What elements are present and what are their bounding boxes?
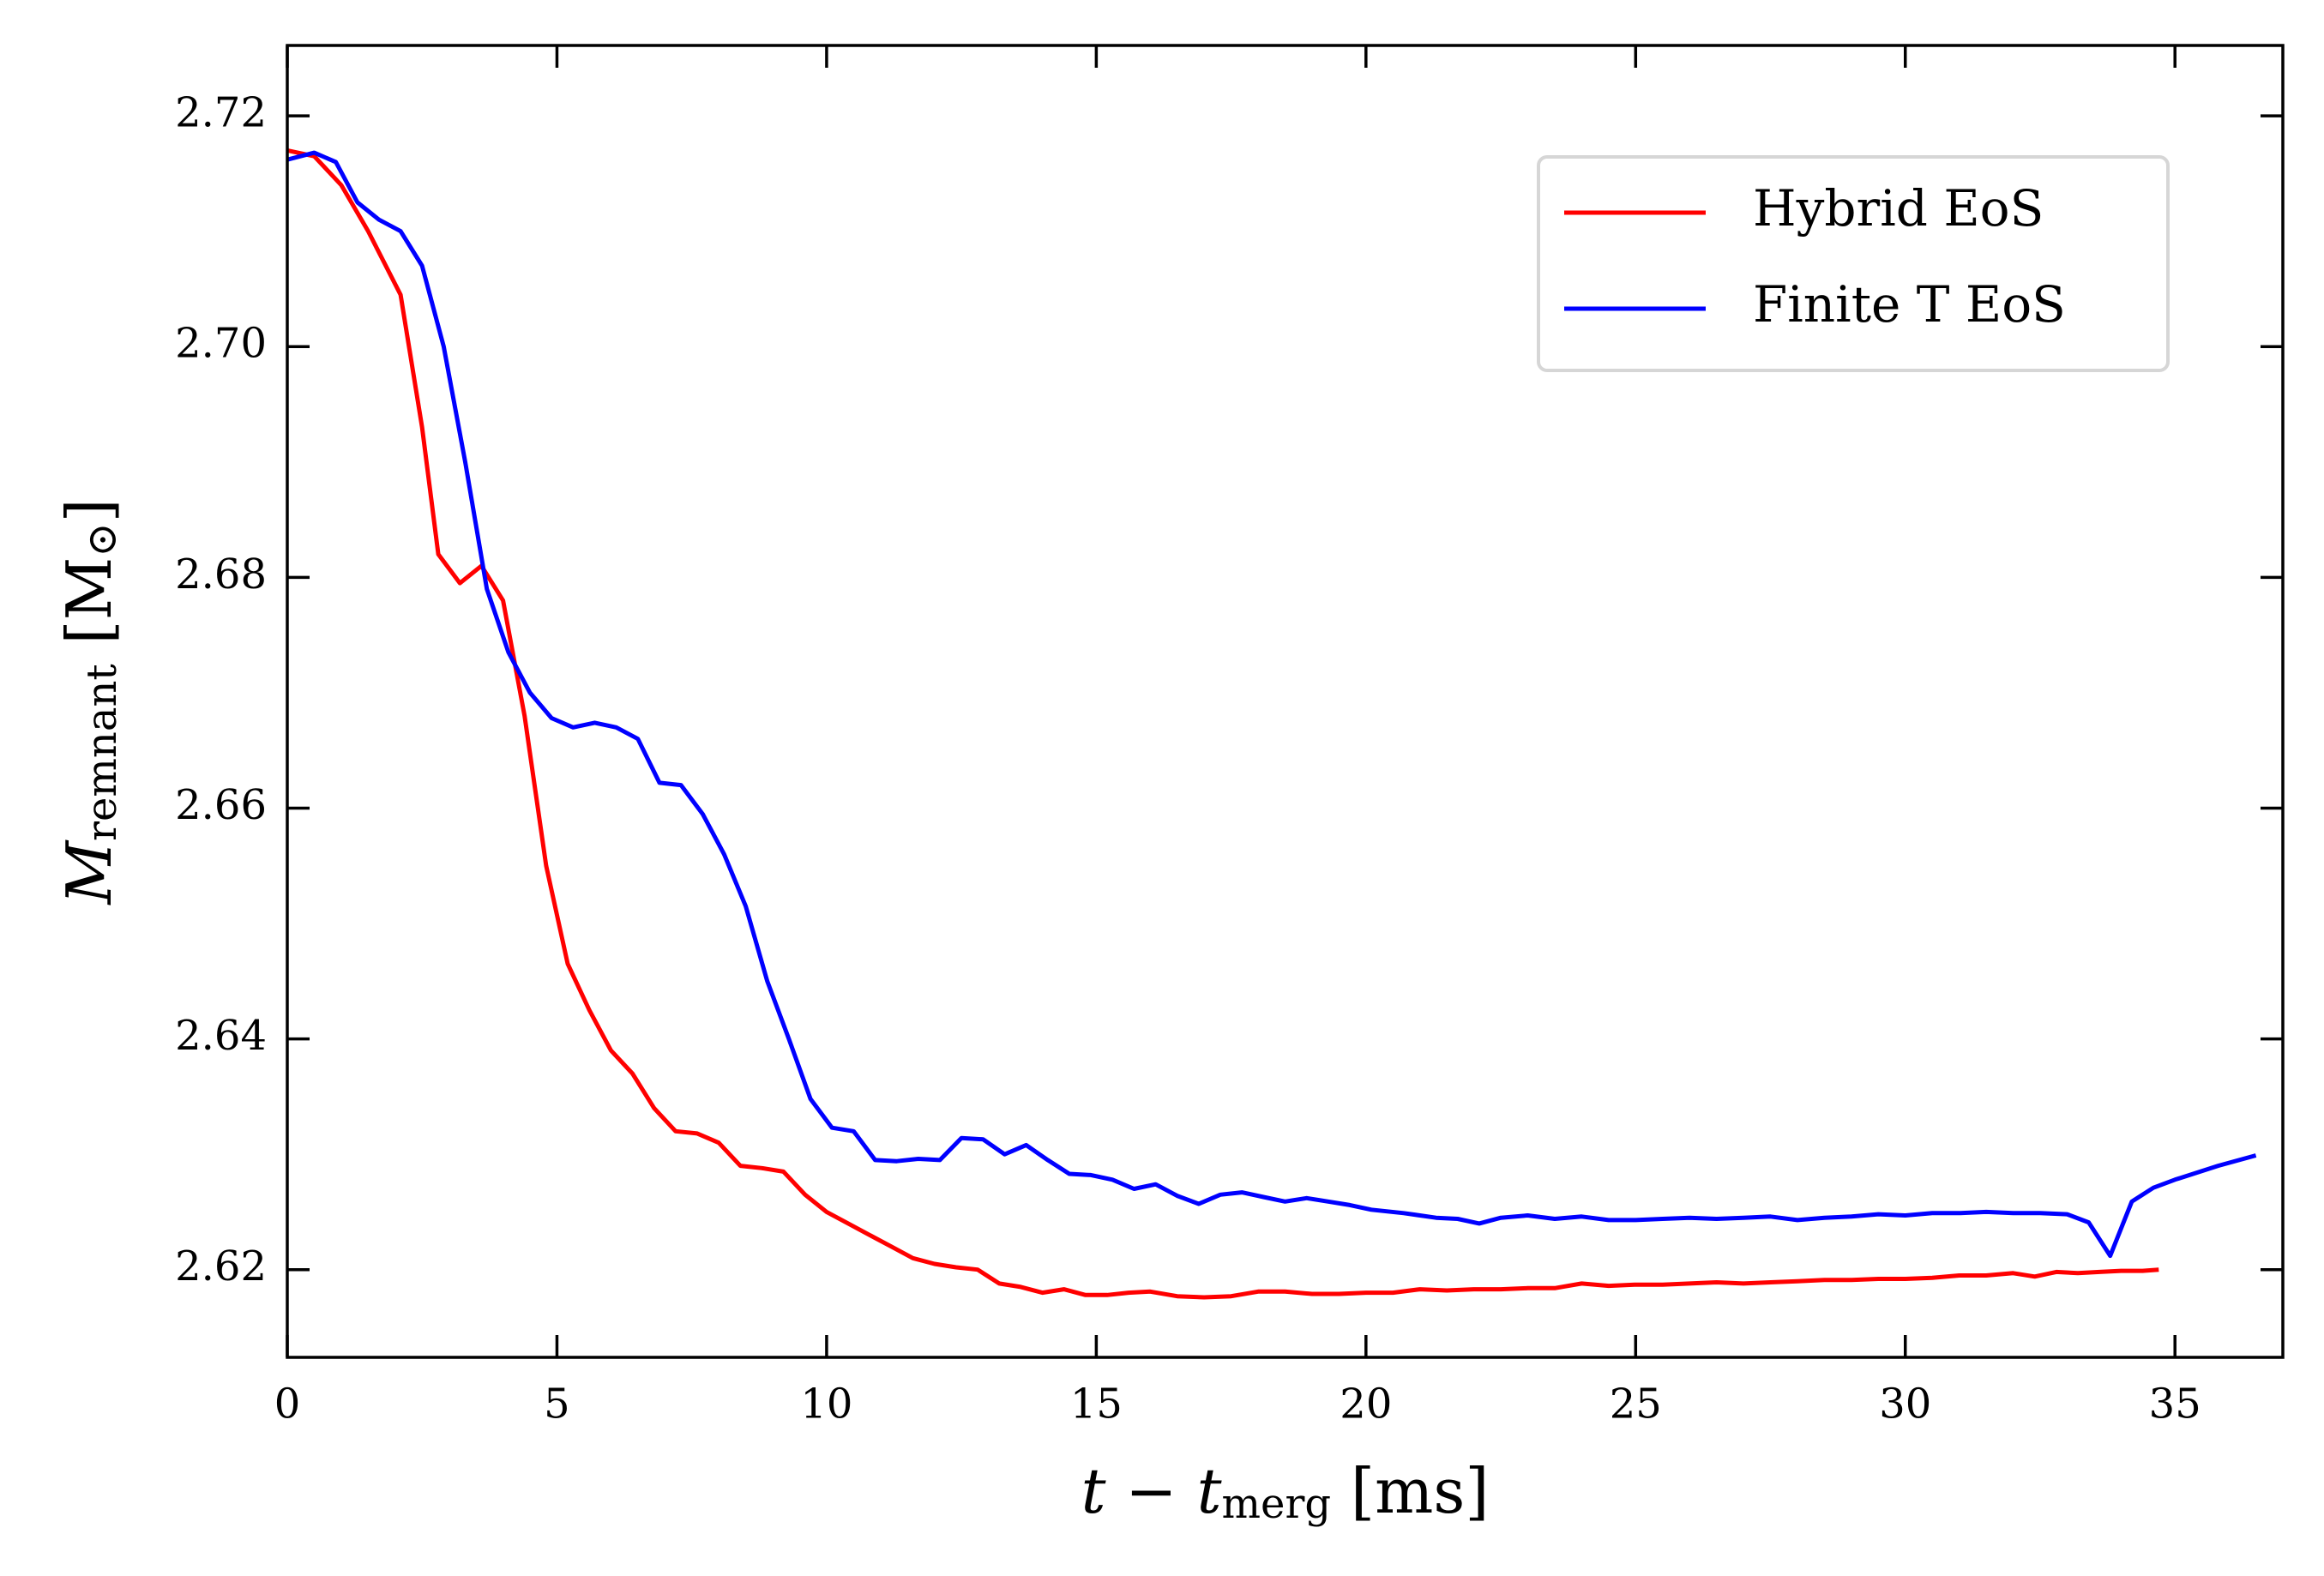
x-tick-label: 30 (1879, 1381, 1931, 1429)
x-tick-label: 5 (544, 1381, 570, 1429)
ylabel-part: M (53, 839, 125, 906)
x-tick-label: 0 (274, 1381, 301, 1429)
xlabel-part: [ms] (1331, 1455, 1489, 1527)
data-line (287, 150, 2257, 1259)
x-tick-label: 15 (1070, 1381, 1123, 1429)
ylabel-part: remnant (78, 664, 126, 841)
y-tick-label: 2.70 (175, 320, 267, 368)
xlabel-part: t − t (1081, 1455, 1223, 1527)
legend-box (1537, 155, 2170, 372)
y-tick-label: 2.62 (175, 1242, 267, 1290)
ylabel-part: ] (53, 498, 125, 522)
y-tick-label: 2.64 (175, 1012, 267, 1060)
ylabel-label: Mremnant [M⊙] (53, 498, 126, 905)
xlabel-part: merg (1222, 1480, 1332, 1528)
plot-frame (286, 44, 2285, 1359)
xlabel-label: t − tmerg [ms] (1081, 1455, 1490, 1528)
y-tick-label: 2.68 (175, 550, 267, 599)
legend-label: Hybrid EoS (1753, 179, 2044, 238)
x-tick-label: 10 (800, 1381, 852, 1429)
x-tick-label: 25 (1610, 1381, 1662, 1429)
data-line (287, 148, 2159, 1300)
legend-label: Finite T EoS (1753, 275, 2066, 334)
ylabel-part: [M (53, 557, 125, 665)
y-tick-label: 2.66 (175, 781, 267, 829)
x-tick-label: 20 (1340, 1381, 1392, 1429)
y-tick-label: 2.72 (175, 89, 267, 137)
ylabel-part: ⊙ (78, 522, 126, 556)
x-tick-label: 35 (2149, 1381, 2201, 1429)
